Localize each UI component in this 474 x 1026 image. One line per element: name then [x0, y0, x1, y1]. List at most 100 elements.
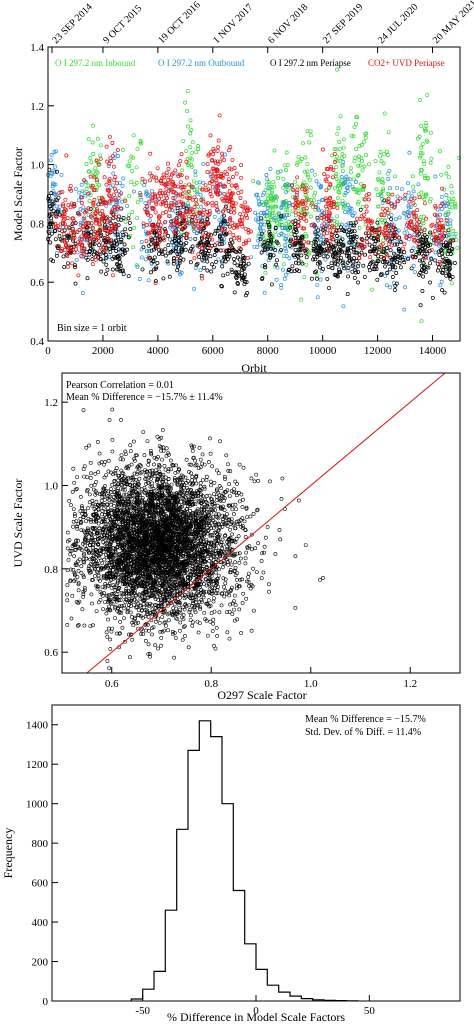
timeseries-point — [387, 168, 392, 173]
timeseries-point — [337, 267, 342, 272]
timeseries-point — [427, 248, 432, 253]
timeseries-point — [100, 209, 105, 214]
timeseries-point — [358, 207, 363, 212]
timeseries-point — [182, 218, 186, 223]
timeseries-point — [279, 283, 284, 287]
timeseries-point — [336, 257, 341, 262]
timeseries-point — [132, 182, 137, 187]
timeseries-point — [169, 249, 174, 254]
timeseries-point — [90, 123, 95, 128]
timeseries-point — [159, 202, 164, 207]
timeseries-point — [263, 263, 267, 268]
timeseries-point — [388, 186, 393, 191]
timeseries-point — [362, 185, 366, 190]
timeseries-point — [255, 245, 260, 250]
timeseries-point — [112, 240, 117, 245]
timeseries-point — [269, 185, 274, 189]
timeseries-point — [164, 210, 168, 214]
timeseries-point — [302, 169, 307, 174]
timeseries-point — [226, 179, 231, 184]
timeseries-point — [416, 238, 421, 243]
timeseries-point — [220, 151, 224, 156]
timeseries-point — [190, 250, 195, 255]
timeseries-point — [151, 206, 156, 211]
timeseries-point — [369, 260, 374, 265]
timeseries-point — [97, 162, 102, 167]
timeseries-point — [49, 211, 54, 216]
timeseries-point — [448, 218, 453, 223]
timeseries-point — [64, 208, 68, 212]
timeseries-point — [94, 221, 98, 226]
scatter-point — [200, 452, 205, 457]
timeseries-point — [366, 197, 371, 202]
timeseries-point — [382, 260, 387, 265]
timeseries-point — [319, 249, 323, 254]
timeseries-point — [184, 175, 189, 180]
timeseries-point — [428, 130, 433, 135]
timeseries-point — [116, 235, 121, 240]
timeseries-point — [53, 237, 58, 242]
timeseries-point — [86, 206, 91, 211]
scatter-point — [110, 626, 115, 631]
timeseries-point — [349, 238, 354, 243]
timeseries-point — [99, 269, 104, 274]
timeseries-point — [448, 232, 453, 237]
timeseries-point — [225, 192, 230, 197]
timeseries-point — [102, 237, 107, 242]
timeseries-point — [84, 221, 89, 225]
timeseries-point — [430, 295, 435, 300]
timeseries-point — [330, 253, 335, 258]
timeseries-point — [81, 224, 86, 229]
timeseries-point — [352, 223, 357, 228]
timeseries-point — [336, 240, 341, 245]
timeseries-point — [90, 257, 95, 262]
timeseries-point — [111, 192, 116, 197]
timeseries-point — [127, 212, 132, 217]
timeseries-point — [76, 273, 81, 278]
timeseries-point — [165, 251, 170, 256]
timeseries-point — [296, 258, 301, 263]
timeseries-point — [204, 188, 209, 193]
timeseries-point — [397, 249, 401, 254]
timeseries-point — [83, 234, 87, 239]
timeseries-point — [353, 239, 358, 244]
timeseries-point — [287, 243, 292, 248]
timeseries-point — [399, 187, 404, 192]
timeseries-point — [333, 260, 338, 265]
timeseries-point — [48, 204, 53, 209]
timeseries-point — [320, 197, 325, 202]
timeseries-point — [127, 159, 132, 164]
timeseries-point — [433, 174, 438, 179]
timeseries-point — [320, 227, 325, 232]
timeseries-point — [332, 272, 337, 277]
timeseries-point — [82, 251, 87, 256]
scatter-point — [146, 642, 151, 647]
timeseries-point — [60, 189, 65, 194]
timeseries-point — [104, 200, 109, 205]
timeseries-point — [218, 173, 223, 178]
timeseries-point — [68, 205, 73, 210]
timeseries-point — [77, 228, 82, 233]
timeseries-point — [420, 289, 425, 293]
timeseries-point — [135, 216, 140, 221]
timeseries-point — [444, 171, 449, 176]
timeseries-point — [120, 268, 125, 273]
timeseries-point — [111, 273, 115, 278]
timeseries-point — [370, 244, 374, 249]
timeseries-point — [123, 227, 128, 232]
timeseries-point — [318, 185, 323, 190]
timeseries-point — [316, 199, 321, 204]
timeseries-point — [163, 247, 168, 252]
timeseries-point — [93, 166, 98, 171]
timeseries-point — [79, 249, 84, 254]
timeseries-point — [224, 252, 229, 257]
timeseries-point — [341, 145, 346, 150]
scatter-point — [218, 439, 223, 444]
scatter-point — [104, 630, 109, 635]
scatter-points — [65, 407, 325, 671]
timeseries-point — [148, 178, 153, 183]
timeseries-point — [198, 226, 203, 231]
timeseries-point — [364, 231, 369, 236]
timeseries-point — [183, 100, 187, 105]
timeseries-point — [108, 185, 113, 190]
